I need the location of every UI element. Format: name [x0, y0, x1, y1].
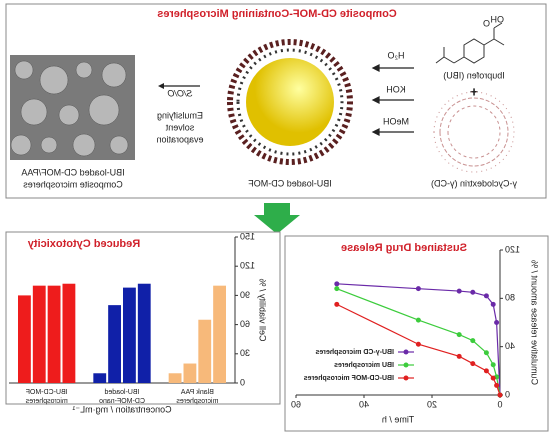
- mof-framework: [227, 39, 353, 165]
- legend-marker: [403, 349, 409, 355]
- data-point: [334, 301, 340, 307]
- bar: [183, 363, 197, 383]
- y-tick-label: 120: [240, 261, 255, 271]
- legend-marker: [403, 362, 409, 368]
- process-label: solvent: [165, 122, 194, 132]
- process-label: Emulsifying: [157, 110, 203, 120]
- data-point: [470, 338, 476, 344]
- series-line: [336, 283, 501, 396]
- group-label: IBU-CD-MOF microspheres: [25, 389, 68, 405]
- reagent-label: H₂O: [388, 50, 405, 60]
- group-label-line: IBU-CD-MOF: [26, 389, 68, 396]
- group-label-line: CD-MOF-nano: [99, 398, 145, 405]
- y-tick-label: 150: [240, 231, 255, 241]
- x-tick-label: 40: [359, 399, 369, 409]
- y-tick-label: 60: [240, 319, 250, 329]
- mirrored-figure: Composite CD-MOF-Containing Microspheres…: [5, 3, 549, 432]
- cyclodextrin-ring: [433, 91, 515, 173]
- diagram-title: Composite CD-MOF-Containing Microspheres: [157, 8, 397, 20]
- y-tick-label: 0: [505, 389, 510, 399]
- x-tick-label: 60: [291, 399, 301, 409]
- bar: [198, 319, 212, 383]
- chart-title: Reduced Cytotoxicity: [27, 238, 140, 250]
- product-label: IBU-loaded CD-MOF/PAA: [21, 167, 124, 177]
- mof-sphere: [246, 58, 334, 146]
- product-label: Composite microspheres: [23, 179, 123, 189]
- data-point: [483, 350, 489, 356]
- y-tick-label: 80: [505, 293, 515, 303]
- x-tick-label: 20: [427, 399, 437, 409]
- bar: [32, 285, 46, 383]
- data-point: [483, 368, 489, 374]
- legend-label: IBU-γ-CD microspheres: [315, 349, 394, 356]
- oh-label: OH: [491, 14, 505, 24]
- group-label-line: IBU-loaded: [104, 389, 139, 396]
- group-label-line: Blank PAA: [181, 389, 214, 396]
- data-point: [494, 382, 500, 388]
- ibuprofen-structure: [435, 22, 505, 64]
- cyclodextrin-label: γ-Cyclodextrin (γ-CD): [431, 178, 517, 188]
- bar: [137, 283, 151, 383]
- sem-particles: [10, 60, 129, 157]
- y-tick-label: 90: [240, 290, 250, 300]
- y-tick-label: 120: [505, 244, 520, 254]
- o-label: O: [483, 18, 490, 28]
- group-label: IBU-loaded CD-MOF-nano: [99, 389, 145, 405]
- bar: [18, 295, 31, 383]
- y-tick-label: 40: [505, 341, 515, 351]
- group-label: Blank PAA microspheres: [176, 389, 219, 405]
- bar: [108, 305, 121, 383]
- process-label: evaporation: [156, 134, 203, 144]
- x-tick-label: 0: [497, 399, 502, 409]
- y-axis-label: Cell viability / %: [258, 278, 268, 341]
- reagent-label: KOH: [386, 84, 406, 94]
- ibuprofen-label: Ibuprofen (IBU): [443, 70, 505, 80]
- data-point: [415, 286, 421, 292]
- data-point: [470, 289, 476, 295]
- bar: [123, 287, 136, 383]
- process-arrowhead: [158, 83, 164, 89]
- y-tick-label: 0: [240, 377, 245, 387]
- bar: [62, 283, 76, 383]
- data-point: [456, 353, 462, 359]
- data-point: [490, 362, 496, 368]
- data-point: [334, 286, 340, 292]
- group-label-line: microspheres: [25, 398, 68, 405]
- mof-framework: [236, 48, 344, 156]
- plus-sign: +: [470, 84, 478, 100]
- bar: [213, 285, 226, 383]
- data-point: [415, 317, 421, 323]
- data-point: [490, 301, 496, 307]
- chart-title: Sustained Drug Release: [341, 242, 467, 254]
- reagent-label: MeOH: [383, 116, 409, 126]
- bar: [93, 373, 107, 383]
- line-panel: [284, 235, 549, 432]
- y-axis-label: Cumulative release amount / %: [530, 260, 540, 385]
- data-point: [415, 341, 421, 347]
- reagent-arrows: [371, 64, 414, 136]
- data-point: [334, 281, 340, 287]
- process-label: S/O/O: [167, 88, 192, 98]
- data-point: [456, 288, 462, 294]
- data-point: [494, 320, 500, 325]
- group-label-line: microspheres: [176, 398, 219, 405]
- data-point: [490, 375, 496, 381]
- legend-marker: [403, 375, 409, 381]
- data-point: [497, 392, 503, 398]
- bar: [168, 373, 182, 383]
- legend-label: IBU microspheres: [334, 362, 394, 369]
- x-axis-label: Concentration / mg·mL⁻¹: [72, 404, 171, 414]
- mof-label: IBU-loaded CD-MOF: [248, 178, 332, 188]
- data-point: [456, 332, 462, 338]
- legend-label: IBU-CD-MOF microspheres: [304, 375, 394, 382]
- data-point: [483, 293, 489, 299]
- down-arrow: [254, 203, 300, 234]
- bar: [47, 285, 61, 383]
- data-point: [470, 361, 476, 367]
- y-tick-label: 30: [240, 348, 250, 358]
- x-axis-label: Time / h: [382, 414, 414, 424]
